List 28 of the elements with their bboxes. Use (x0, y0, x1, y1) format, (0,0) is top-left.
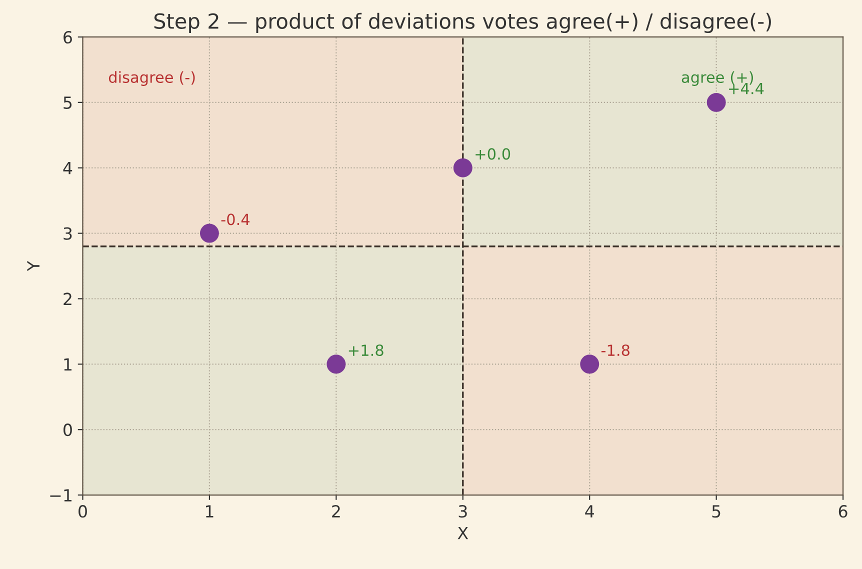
annotation: +1.8 (348, 344, 384, 356)
point (706, 92, 726, 112)
x-tick-label: 1 (206, 505, 214, 518)
y-tick-label: 0 (64, 424, 72, 436)
x-tick-label: 0 (78, 505, 87, 518)
x-tick-label: 3 (458, 505, 467, 518)
x-axis-title: X (458, 526, 468, 540)
annotation: -1.8 (601, 344, 630, 356)
point (326, 354, 346, 374)
y-tick-label: 1 (64, 358, 72, 370)
y-tick-label: 3 (64, 227, 72, 240)
chart-title: Step 2 — product of deviations votes agree(+) / disagree(-) (154, 12, 771, 33)
annotation: +0.0 (476, 148, 510, 160)
annotation: -0.4 (221, 214, 250, 226)
point (580, 354, 600, 374)
annotation: disagree (-) (108, 71, 195, 86)
y-tick-label: 2 (64, 292, 72, 306)
x-tick-label: 2 (332, 505, 340, 518)
y-tick-label: 6 (64, 30, 72, 44)
point (453, 158, 472, 178)
y-axis-title: Y (27, 260, 40, 272)
x-tick-label: 6 (838, 505, 848, 518)
x-tick-label: 5 (712, 505, 720, 518)
y-tick-label: 5 (64, 96, 72, 109)
point (200, 224, 219, 243)
x-tick-label: 4 (585, 505, 594, 518)
y-tick-label: 4 (63, 162, 72, 174)
y-tick-label: −1 (50, 489, 72, 502)
